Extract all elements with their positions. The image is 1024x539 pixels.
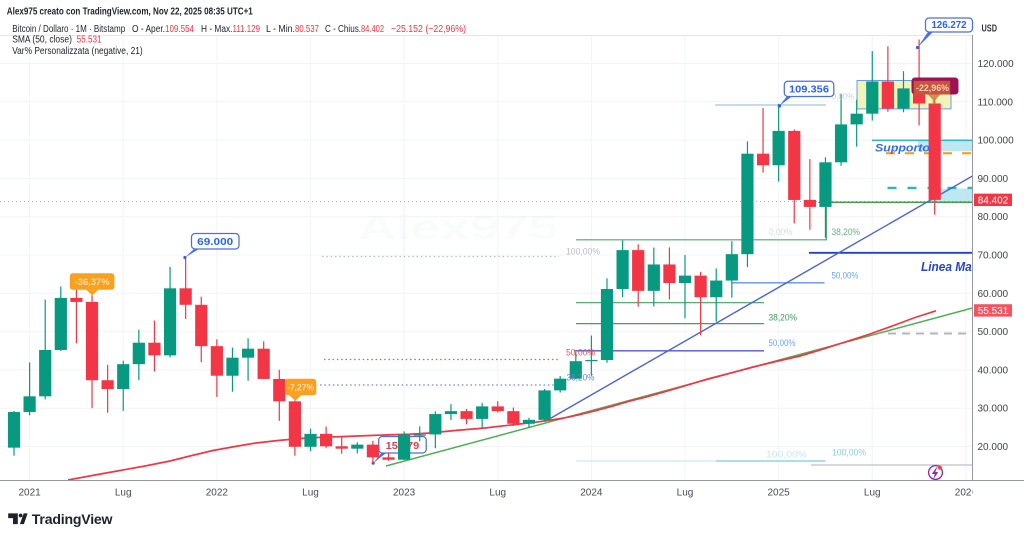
svg-text:2023: 2023 — [393, 488, 416, 499]
svg-text:Var% Personalizzata (negative,: Var% Personalizzata (negative, 21) — [12, 46, 143, 57]
svg-text:69.000: 69.000 — [197, 236, 233, 248]
svg-text:Alex975 creato con TradingView: Alex975 creato con TradingView.com, Nov … — [7, 6, 253, 18]
svg-text:2026: 2026 — [955, 488, 978, 499]
svg-text:O - Aper.: O - Aper. — [132, 24, 165, 35]
svg-text:Supporto: Supporto — [875, 142, 930, 154]
svg-text:55.531: 55.531 — [77, 34, 102, 45]
svg-text:TradingView: TradingView — [32, 512, 113, 527]
svg-text:110.000: 110.000 — [978, 97, 1014, 108]
svg-text:50,00%: 50,00% — [769, 338, 796, 348]
svg-text:111.129: 111.129 — [233, 24, 261, 35]
svg-text:30.000: 30.000 — [978, 404, 1009, 415]
svg-text:Alex975: Alex975 — [358, 209, 558, 247]
svg-text:100,00%: 100,00% — [832, 448, 866, 458]
svg-text:−25.152 (−22,96%): −25.152 (−22,96%) — [391, 24, 466, 35]
svg-text:100.000: 100.000 — [978, 136, 1015, 147]
svg-text:2021: 2021 — [18, 488, 41, 499]
svg-text:SMA (50, close): SMA (50, close) — [12, 34, 72, 45]
svg-text:84.402: 84.402 — [361, 24, 384, 35]
svg-text:126.272: 126.272 — [932, 19, 967, 31]
svg-text:38,20%: 38,20% — [832, 227, 861, 237]
svg-text:2024: 2024 — [580, 488, 603, 499]
svg-text:2025: 2025 — [768, 488, 791, 499]
svg-text:-22,96%: -22,96% — [916, 83, 950, 94]
svg-text:100,00%: 100,00% — [566, 247, 600, 257]
svg-text:100,00%: 100,00% — [766, 450, 807, 460]
svg-text:0,00%: 0,00% — [832, 91, 854, 101]
svg-text:50,00%: 50,00% — [566, 348, 595, 358]
svg-text:Lug: Lug — [302, 488, 319, 499]
svg-text:50.000: 50.000 — [978, 327, 1009, 338]
svg-text:50,00%: 50,00% — [832, 271, 859, 281]
svg-text:40.000: 40.000 — [978, 365, 1009, 376]
svg-text:Lug: Lug — [489, 488, 506, 499]
svg-text:38,20%: 38,20% — [769, 313, 798, 323]
svg-text:-7,27%: -7,27% — [287, 383, 314, 393]
svg-text:70.000: 70.000 — [978, 251, 1009, 262]
svg-text:Lug: Lug — [864, 488, 881, 499]
svg-text:90.000: 90.000 — [978, 174, 1009, 185]
svg-text:H - Max.: H - Max. — [201, 24, 233, 35]
svg-text:38,20%: 38,20% — [567, 373, 595, 383]
svg-text:0,00%: 0,00% — [769, 227, 793, 237]
svg-text:2022: 2022 — [206, 488, 229, 499]
svg-text:55.531: 55.531 — [978, 306, 1009, 317]
svg-text:60.000: 60.000 — [978, 289, 1009, 300]
svg-text:Linea Maes: Linea Maes — [921, 259, 985, 274]
svg-text:109.356: 109.356 — [789, 84, 829, 96]
svg-text:USD: USD — [982, 23, 998, 35]
svg-text:120.000: 120.000 — [978, 59, 1015, 70]
svg-text:Lug: Lug — [115, 488, 132, 499]
svg-text:Lug: Lug — [677, 488, 694, 499]
svg-text:L - Min.: L - Min. — [266, 24, 295, 35]
svg-text:109.554: 109.554 — [165, 24, 194, 35]
svg-text:80.537: 80.537 — [295, 24, 319, 35]
svg-text:80.000: 80.000 — [978, 212, 1009, 223]
svg-text:-36,37%: -36,37% — [75, 277, 110, 287]
svg-text:C - Chius.: C - Chius. — [325, 24, 361, 35]
svg-text:84.402: 84.402 — [978, 195, 1009, 206]
svg-text:20.000: 20.000 — [978, 442, 1009, 453]
svg-text:Bitcoin / Dollaro · 1M · Bitst: Bitcoin / Dollaro · 1M · Bitstamp — [12, 24, 125, 35]
